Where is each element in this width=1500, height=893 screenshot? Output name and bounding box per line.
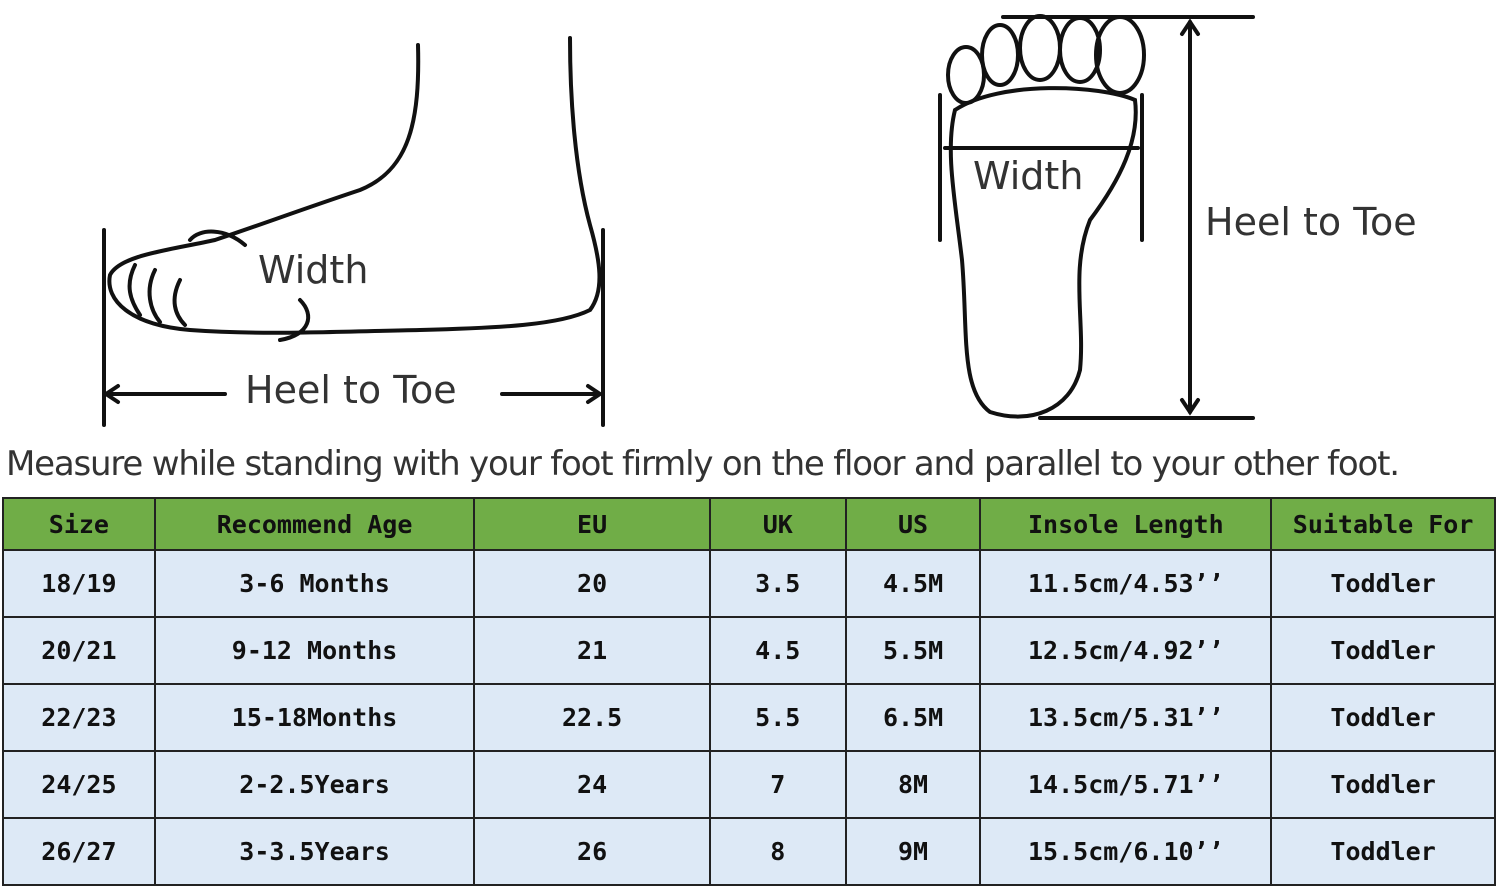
table-cell: 3-6 Months xyxy=(153,549,476,618)
table-cell: 7 xyxy=(708,750,847,819)
table-cell: 9M xyxy=(844,817,982,886)
table-cell: 22.5 xyxy=(473,683,711,752)
size-chart-table: Size Recommend Age EU UK US Insole Length Suit… xyxy=(2,497,1496,886)
table-row: 24/25 2-2.5Years 24 7 8M 14.5cm/5.71’’ Toddler xyxy=(2,750,1496,819)
column-header: Recommend Age xyxy=(153,497,476,551)
table-cell: 18/19 xyxy=(2,549,156,618)
table-cell: Toddler xyxy=(1270,549,1496,618)
table-cell: 4.5M xyxy=(844,549,982,618)
table-cell: 24 xyxy=(473,750,711,819)
table-cell: 5.5M xyxy=(844,616,982,685)
column-header: US xyxy=(844,497,982,551)
top-length-label: Heel to Toe xyxy=(1205,200,1417,244)
table-cell: 12.5cm/4.92’’ xyxy=(979,616,1273,685)
column-header: Size xyxy=(2,497,156,551)
table-cell: 2-2.5Years xyxy=(153,750,476,819)
foot-measurement-illustration xyxy=(102,14,1255,427)
top-width-label: Width xyxy=(973,154,1084,198)
table-cell: 26/27 xyxy=(2,817,156,886)
side-width-label: Width xyxy=(258,248,369,292)
table-cell: 22/23 xyxy=(2,683,156,752)
column-header: Suitable For xyxy=(1270,497,1496,551)
table-cell: Toddler xyxy=(1270,817,1496,886)
table-row: 26/27 3-3.5Years 26 8 9M 15.5cm/6.10’’ Toddler xyxy=(2,817,1496,886)
table-cell: 5.5 xyxy=(708,683,847,752)
table-cell: 9-12 Months xyxy=(153,616,476,685)
table-cell: 11.5cm/4.53’’ xyxy=(979,549,1273,618)
side-foot-drawing xyxy=(102,36,605,427)
table-cell: Toddler xyxy=(1270,750,1496,819)
table-cell: Toddler xyxy=(1270,683,1496,752)
table-cell: 14.5cm/5.71’’ xyxy=(979,750,1273,819)
table-header-row: Size Recommend Age EU UK US Insole Length Suit… xyxy=(2,497,1496,551)
table-row: 20/21 9-12 Months 21 4.5 5.5M 12.5cm/4.92’’ To… xyxy=(2,616,1496,685)
table-cell: 13.5cm/5.31’’ xyxy=(979,683,1273,752)
table-cell: 20/21 xyxy=(2,616,156,685)
table-cell: 8M xyxy=(844,750,982,819)
table-cell: 3.5 xyxy=(708,549,847,618)
table-cell: 15-18Months xyxy=(153,683,476,752)
table-cell: 6.5M xyxy=(844,683,982,752)
table-cell: 24/25 xyxy=(2,750,156,819)
column-header: UK xyxy=(708,497,847,551)
measure-instruction: Measure while standing with your foot fi… xyxy=(6,444,1400,484)
table-cell: Toddler xyxy=(1270,616,1496,685)
table-cell: 4.5 xyxy=(708,616,847,685)
column-header: EU xyxy=(473,497,711,551)
table-cell: 3-3.5Years xyxy=(153,817,476,886)
top-foot-drawing xyxy=(938,14,1255,420)
column-header: Insole Length xyxy=(979,497,1273,551)
table-cell: 8 xyxy=(708,817,847,886)
table-row: 22/23 15-18Months 22.5 5.5 6.5M 13.5cm/5.31’’… xyxy=(2,683,1496,752)
table-row: 18/19 3-6 Months 20 3.5 4.5M 11.5cm/4.53’’ Tod… xyxy=(2,549,1496,618)
table-cell: 15.5cm/6.10’’ xyxy=(979,817,1273,886)
table-cell: 21 xyxy=(473,616,711,685)
table-cell: 20 xyxy=(473,549,711,618)
table-cell: 26 xyxy=(473,817,711,886)
side-length-label: Heel to Toe xyxy=(245,368,457,412)
